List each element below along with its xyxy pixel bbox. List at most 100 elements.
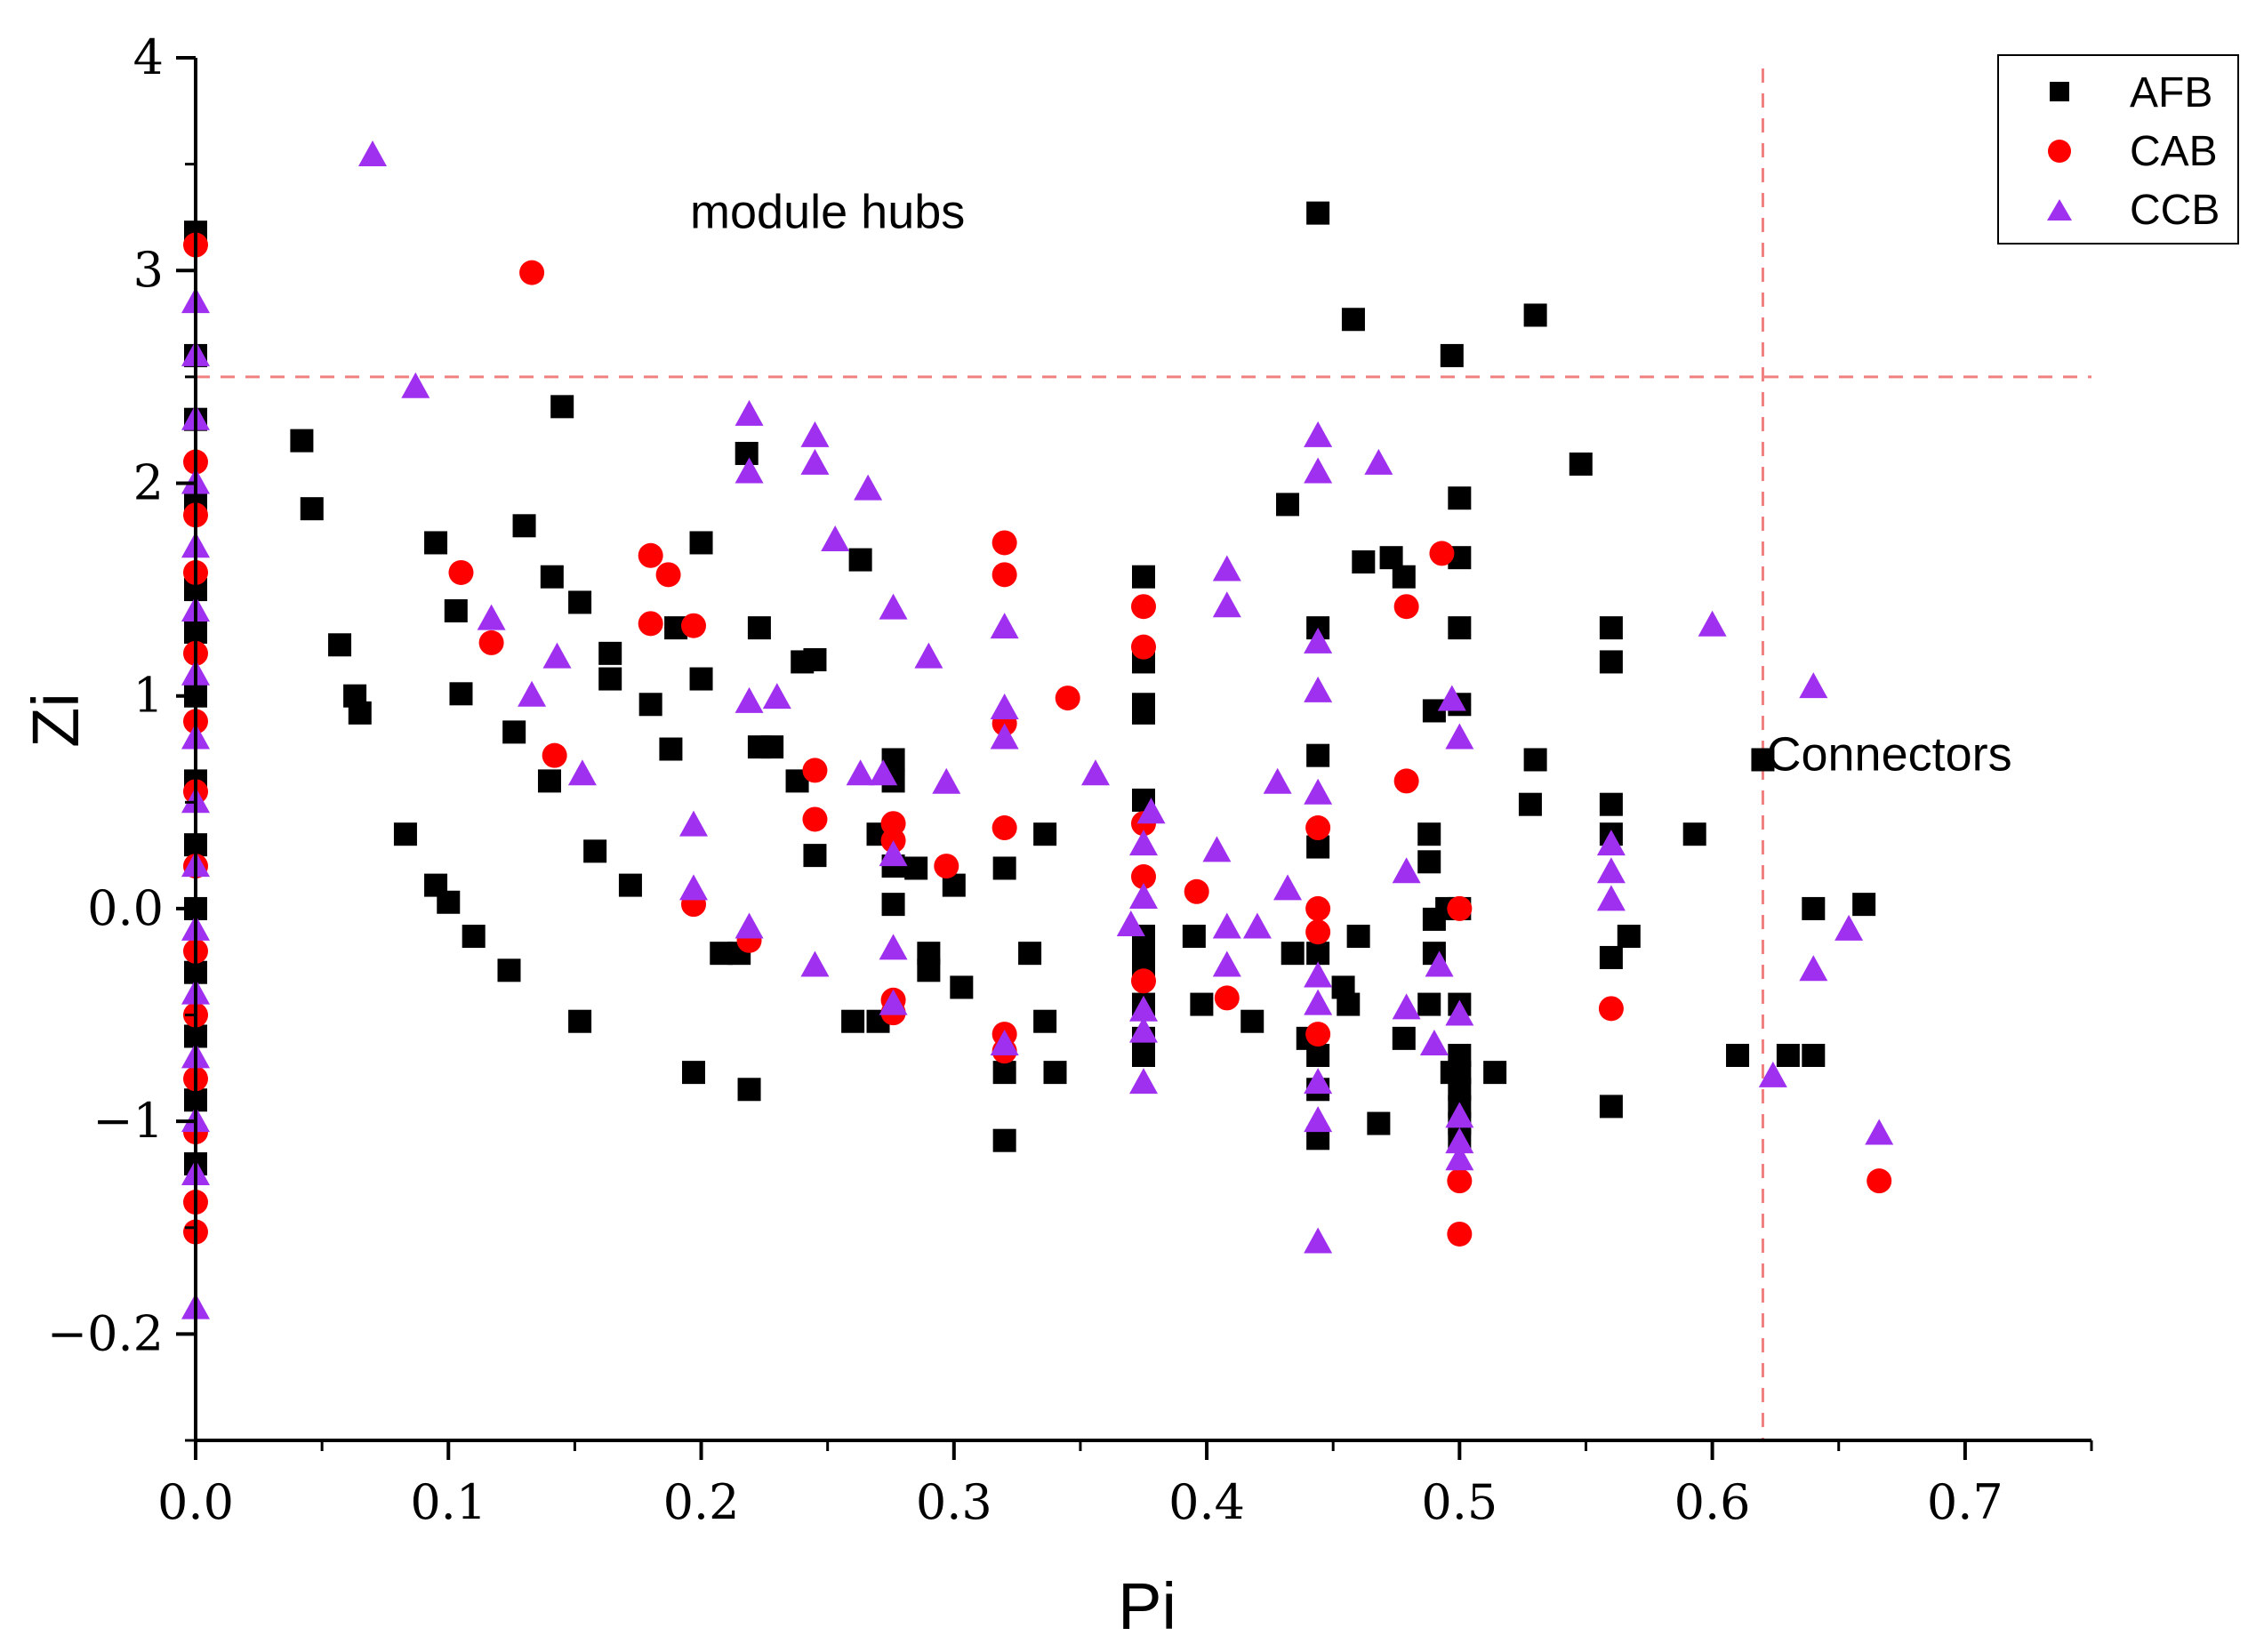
- point-afb: [803, 648, 827, 672]
- point-afb: [1599, 792, 1623, 816]
- point-ccb: [990, 694, 1019, 720]
- point-afb: [1417, 850, 1441, 874]
- point-afb: [1776, 1043, 1800, 1067]
- point-ccb: [879, 840, 908, 867]
- point-ccb: [1425, 950, 1454, 977]
- annotation-module-hubs: module hubs: [690, 185, 965, 238]
- point-afb: [1276, 493, 1300, 517]
- point-ccb: [735, 912, 764, 939]
- point-ccb: [1419, 1030, 1449, 1056]
- point-ccb: [1212, 591, 1241, 618]
- point-ccb: [1129, 1068, 1158, 1095]
- y-tick-label: 0.0: [87, 880, 164, 936]
- point-cab: [681, 613, 707, 638]
- point-afb: [1352, 549, 1376, 573]
- point-cab: [1867, 1168, 1892, 1194]
- point-afb: [1599, 650, 1623, 674]
- point-ccb: [1799, 672, 1828, 699]
- point-ccb: [1212, 912, 1241, 939]
- point-afb: [1726, 1043, 1750, 1067]
- point-ccb: [1273, 874, 1303, 901]
- point-cab: [1447, 1168, 1473, 1194]
- legend-label-cab: CAB: [2130, 128, 2218, 175]
- point-afb: [1599, 945, 1623, 969]
- point-afb: [1306, 201, 1330, 225]
- point-ccb: [1129, 830, 1158, 856]
- point-afb: [1523, 303, 1547, 327]
- point-afb: [583, 839, 607, 863]
- point-ccb: [1304, 1106, 1333, 1133]
- point-afb: [1440, 343, 1464, 367]
- legend-box: [1997, 54, 2239, 245]
- point-ccb: [990, 723, 1019, 750]
- point-cab: [802, 758, 828, 783]
- legend-marker-ccb: [2047, 199, 2072, 221]
- point-cab: [992, 815, 1017, 841]
- point-afb: [1306, 743, 1330, 767]
- point-ccb: [1596, 857, 1626, 884]
- point-afb: [1448, 486, 1472, 510]
- point-afb: [1018, 942, 1042, 966]
- point-afb: [300, 497, 324, 521]
- point-afb: [1599, 616, 1623, 640]
- point-ccb: [990, 613, 1019, 639]
- point-ccb: [1799, 955, 1828, 982]
- point-ccb: [914, 642, 943, 669]
- point-cab: [1305, 895, 1331, 921]
- point-afb: [992, 856, 1016, 880]
- point-ccb: [1263, 767, 1292, 794]
- point-afb: [618, 873, 642, 897]
- point-afb: [1392, 565, 1416, 589]
- point-cab: [992, 562, 1017, 588]
- point-afb: [904, 856, 928, 880]
- point-afb: [638, 693, 662, 717]
- point-afb: [992, 1061, 1016, 1085]
- point-ccb: [1445, 999, 1474, 1026]
- point-afb: [1306, 942, 1330, 966]
- point-afb: [803, 844, 827, 868]
- point-afb: [1483, 1061, 1507, 1085]
- point-afb: [1751, 748, 1775, 772]
- point-cab: [448, 559, 474, 585]
- point-ccb: [1304, 1227, 1333, 1254]
- point-afb: [348, 701, 372, 725]
- point-afb: [747, 616, 771, 640]
- point-afb: [992, 1128, 1016, 1152]
- point-ccb: [1304, 421, 1333, 447]
- point-afb: [1448, 616, 1472, 640]
- point-afb: [497, 958, 521, 982]
- point-ccb: [679, 810, 709, 837]
- point-ccb: [879, 593, 908, 620]
- point-ccb: [542, 642, 572, 669]
- point-afb: [424, 531, 448, 555]
- point-afb: [1599, 1095, 1623, 1119]
- legend-marker-afb: [2050, 82, 2069, 101]
- point-cab: [992, 530, 1017, 556]
- point-cab: [880, 811, 906, 837]
- point-afb: [1417, 992, 1441, 1016]
- y-tick-label: 3: [133, 242, 164, 298]
- point-afb: [1392, 1026, 1416, 1050]
- point-afb: [1523, 748, 1547, 772]
- point-ccb: [735, 457, 764, 484]
- point-ccb: [518, 680, 547, 707]
- point-afb: [689, 531, 713, 555]
- point-ccb: [1304, 457, 1333, 484]
- point-cab: [1598, 996, 1624, 1022]
- point-afb: [1569, 452, 1593, 476]
- point-afb: [512, 514, 536, 538]
- point-afb: [1043, 1061, 1067, 1085]
- point-afb: [689, 667, 713, 691]
- point-afb: [848, 548, 872, 572]
- point-afb: [1240, 1009, 1264, 1033]
- x-tick-label: 0.2: [663, 1474, 740, 1530]
- point-afb: [659, 737, 683, 761]
- point-afb: [1281, 942, 1305, 966]
- x-tick-label: 0.3: [916, 1474, 992, 1530]
- x-tick-label: 0.6: [1674, 1474, 1751, 1530]
- point-afb: [393, 822, 417, 846]
- legend-marker-cab: [2048, 140, 2071, 163]
- point-cab: [478, 630, 504, 655]
- point-afb: [1341, 308, 1365, 332]
- point-cab: [1131, 968, 1156, 994]
